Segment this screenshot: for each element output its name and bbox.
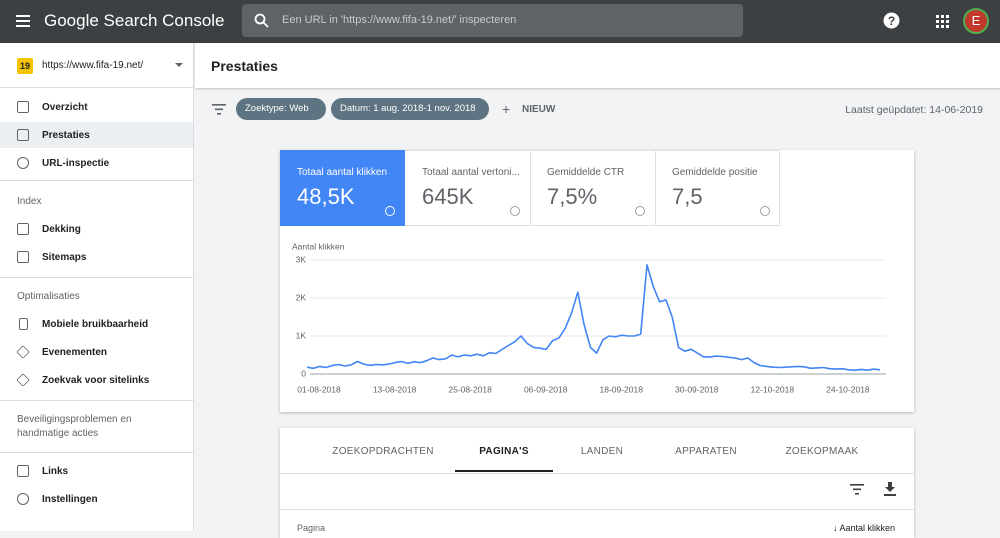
chart: Aantal klikken 0 1K 2K 3K 01-08-2018 13-08-20… — [292, 241, 886, 394]
y-tick-label: 2K — [296, 292, 307, 302]
avatar[interactable]: E — [963, 8, 989, 34]
nav-icon — [17, 251, 29, 263]
divider — [530, 150, 531, 226]
property-selector[interactable]: https://www.fifa-19.net/ — [42, 60, 144, 71]
tab-indicator — [455, 470, 553, 472]
filter-icon[interactable] — [850, 484, 864, 495]
page-header: Prestaties — [195, 43, 1000, 88]
metric-value: 7,5 — [672, 184, 703, 209]
sidebar: 19 https://www.fifa-19.net/ Overzicht Pr… — [0, 43, 194, 531]
search-icon — [254, 13, 269, 28]
help-icon[interactable]: ? — [883, 12, 900, 29]
metric-label[interactable]: Gemiddelde positie — [672, 167, 758, 178]
x-tick-label: 01-08-2018 — [297, 384, 341, 394]
property-icon: 19 — [17, 58, 33, 74]
metric-label: Totaal aantal klikken — [297, 167, 388, 178]
divider — [0, 452, 194, 453]
metric-value: 645K — [422, 184, 474, 209]
tab-active[interactable]: PAGINA'S — [479, 446, 529, 457]
divider — [280, 509, 914, 510]
column-header[interactable]: Pagina — [297, 523, 326, 533]
tab[interactable]: LANDEN — [580, 446, 624, 457]
divider — [0, 400, 194, 401]
download-icon[interactable] — [884, 482, 896, 496]
last-updated: Laatst geüpdatet: 14-06-2019 — [845, 104, 983, 116]
metric-value: 48,5K — [297, 184, 355, 209]
divider — [280, 473, 914, 474]
metric-label[interactable]: Totaal aantal vertoni... — [422, 167, 520, 178]
metric-label[interactable]: Gemiddelde CTR — [547, 167, 625, 178]
tab[interactable]: APPARATEN — [675, 446, 737, 457]
app-title: Google Search Console — [44, 11, 225, 30]
search-box[interactable]: Een URL in 'https://www.fifa-19.net/' in… — [242, 4, 743, 37]
nav-icon — [17, 493, 29, 505]
svg-text:?: ? — [888, 14, 895, 28]
nav-item[interactable]: Overzicht — [42, 102, 88, 113]
divider — [0, 87, 194, 88]
filter-chip[interactable]: Zoektype: Web — [236, 98, 326, 120]
column-header[interactable]: ↓ Aantal klikken — [832, 523, 895, 533]
x-tick-label: 25-08-2018 — [448, 384, 492, 394]
x-tick-label: 30-09-2018 — [675, 384, 719, 394]
section-title[interactable]: Index — [17, 196, 42, 207]
divider — [0, 277, 194, 278]
nav-icon — [17, 101, 29, 113]
filter-icon[interactable] — [212, 104, 226, 115]
nav-icon — [17, 465, 29, 477]
nav-icon — [16, 373, 30, 387]
tab[interactable]: ZOEKOPMAAK — [785, 446, 859, 457]
metric-value: 7,5% — [547, 184, 598, 209]
metric-active[interactable] — [280, 150, 405, 226]
y-tick-label: 3K — [296, 254, 307, 264]
x-tick-label: 18-09-2018 — [599, 384, 643, 394]
nav-item[interactable]: Instellingen — [42, 494, 98, 505]
y-tick-label: 0 — [301, 368, 306, 378]
nav-icon — [19, 318, 28, 330]
divider — [0, 180, 194, 181]
nav-item[interactable]: Evenementen — [42, 347, 108, 358]
nav-icon — [16, 345, 30, 359]
new-filter[interactable]: NIEUW — [522, 104, 556, 115]
nav-item[interactable]: URL-inspectie — [42, 158, 110, 169]
nav-icon — [17, 223, 29, 235]
x-tick-label: 06-09-2018 — [524, 384, 568, 394]
dropdown-arrow — [175, 63, 183, 67]
tab[interactable]: ZOEKOPDRACHTEN — [332, 446, 434, 457]
filter-chip[interactable]: Datum: 1 aug. 2018-1 nov. 2018 — [331, 98, 489, 120]
active-row — [0, 122, 193, 148]
nav-item[interactable]: Sitemaps — [42, 252, 87, 263]
help-icon[interactable] — [635, 206, 645, 216]
nav-icon — [17, 129, 29, 141]
nav-item[interactable]: Prestaties — [42, 130, 90, 141]
nav-icon — [17, 157, 29, 169]
nav-item[interactable]: Dekking — [42, 224, 81, 235]
page-title: Prestaties — [211, 58, 278, 74]
column-header-text: Aantal klikken — [839, 523, 895, 533]
header: Google Search Console Een URL in 'https:… — [0, 0, 1000, 43]
apps-icon[interactable] — [936, 15, 949, 28]
metric-box — [405, 150, 780, 226]
plus-icon: + — [502, 101, 511, 117]
nav-item[interactable]: Zoekvak voor sitelinks — [42, 375, 150, 386]
search-placeholder: Een URL in 'https://www.fifa-19.net/' in… — [282, 14, 517, 26]
line — [306, 264, 881, 371]
divider — [655, 150, 656, 226]
help-icon[interactable] — [385, 206, 395, 216]
x-tick-label: 24-10-2018 — [826, 384, 870, 394]
x-tick-label: 13-08-2018 — [373, 384, 417, 394]
nav-item[interactable]: Mobiele bruikbaarheid — [42, 319, 149, 330]
help-icon[interactable] — [760, 206, 770, 216]
y-axis-label: Aantal klikken — [292, 241, 345, 251]
section-title[interactable]: Optimalisaties — [17, 291, 80, 302]
y-tick-label: 1K — [296, 330, 307, 340]
table-card — [280, 428, 914, 538]
section-title[interactable]: Beveiligingsproblemen en handmatige acti… — [17, 414, 132, 439]
x-tick-label: 12-10-2018 — [751, 384, 795, 394]
menu-icon[interactable] — [16, 14, 32, 28]
help-icon[interactable] — [510, 206, 520, 216]
nav-item[interactable]: Links — [42, 466, 69, 477]
